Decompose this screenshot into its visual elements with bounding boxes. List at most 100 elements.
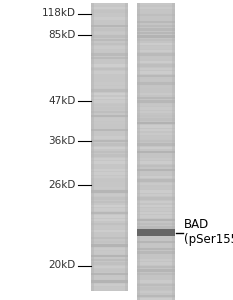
Bar (91, 230, 128, 232)
Bar (125, 3, 128, 291)
Bar (91, 68, 128, 70)
Text: 36kD: 36kD (48, 136, 76, 146)
Bar (91, 61, 128, 63)
Bar (137, 140, 175, 142)
Bar (137, 229, 175, 236)
Bar (137, 226, 175, 229)
Bar (137, 215, 175, 218)
Bar (137, 3, 140, 300)
Bar (137, 244, 175, 247)
Bar (91, 129, 128, 131)
Bar (137, 223, 175, 225)
Bar (137, 161, 175, 164)
Bar (137, 169, 175, 171)
Bar (137, 154, 175, 157)
Bar (137, 241, 175, 243)
Text: 118kD: 118kD (42, 8, 76, 19)
Bar (91, 176, 128, 178)
Bar (137, 201, 175, 203)
Bar (91, 3, 128, 291)
Bar (91, 237, 128, 239)
Text: 20kD: 20kD (48, 260, 76, 271)
Bar (137, 143, 175, 146)
Bar (91, 46, 128, 49)
Bar (137, 183, 175, 185)
Bar (137, 251, 175, 254)
Bar (91, 151, 128, 153)
Bar (91, 79, 128, 81)
Bar (91, 53, 128, 56)
Bar (137, 158, 175, 160)
Bar (137, 125, 175, 128)
Bar (91, 212, 128, 214)
Text: BAD
(pSer155): BAD (pSer155) (184, 218, 233, 247)
Bar (91, 280, 128, 283)
Bar (137, 122, 175, 124)
Bar (137, 147, 175, 149)
Bar (137, 79, 175, 81)
Bar (137, 259, 175, 261)
Bar (91, 154, 128, 157)
Bar (91, 255, 128, 257)
Bar (137, 32, 175, 34)
Bar (91, 223, 128, 225)
Bar (137, 212, 175, 214)
Bar (137, 197, 175, 200)
Bar (137, 68, 175, 70)
Bar (137, 86, 175, 88)
Bar (137, 3, 175, 300)
Bar (91, 32, 128, 34)
Bar (91, 28, 128, 31)
Bar (137, 280, 175, 283)
Bar (137, 187, 175, 189)
Bar (91, 219, 128, 221)
Bar (91, 122, 128, 124)
Bar (91, 86, 128, 88)
Bar (91, 183, 128, 185)
Bar (91, 35, 128, 38)
Bar (137, 50, 175, 52)
Bar (137, 21, 175, 23)
Bar (137, 3, 175, 5)
Bar (137, 233, 175, 236)
Bar (137, 165, 175, 167)
Bar (137, 129, 175, 131)
Bar (137, 248, 175, 250)
Bar (137, 277, 175, 279)
Bar (91, 71, 128, 74)
Bar (137, 295, 175, 297)
Bar (91, 75, 128, 77)
Bar (91, 165, 128, 167)
Bar (91, 172, 128, 175)
Bar (91, 226, 128, 229)
Bar (91, 100, 128, 103)
Bar (137, 82, 175, 85)
Bar (137, 46, 175, 49)
Bar (91, 287, 128, 290)
Bar (91, 50, 128, 52)
Bar (91, 107, 128, 110)
Bar (91, 205, 128, 207)
Bar (91, 43, 128, 45)
Bar (91, 21, 128, 23)
Bar (91, 190, 128, 193)
Bar (91, 125, 128, 128)
Bar (91, 269, 128, 272)
Bar (91, 17, 128, 20)
Bar (91, 241, 128, 243)
Bar (91, 215, 128, 218)
Bar (91, 118, 128, 121)
Bar (137, 111, 175, 113)
Bar (91, 14, 128, 16)
Bar (91, 187, 128, 189)
Bar (137, 71, 175, 74)
Bar (137, 230, 175, 232)
Bar (91, 89, 128, 92)
Bar (137, 194, 175, 196)
Bar (137, 107, 175, 110)
Bar (91, 158, 128, 160)
Bar (137, 262, 175, 265)
Bar (137, 284, 175, 286)
Bar (91, 140, 128, 142)
Bar (137, 57, 175, 59)
